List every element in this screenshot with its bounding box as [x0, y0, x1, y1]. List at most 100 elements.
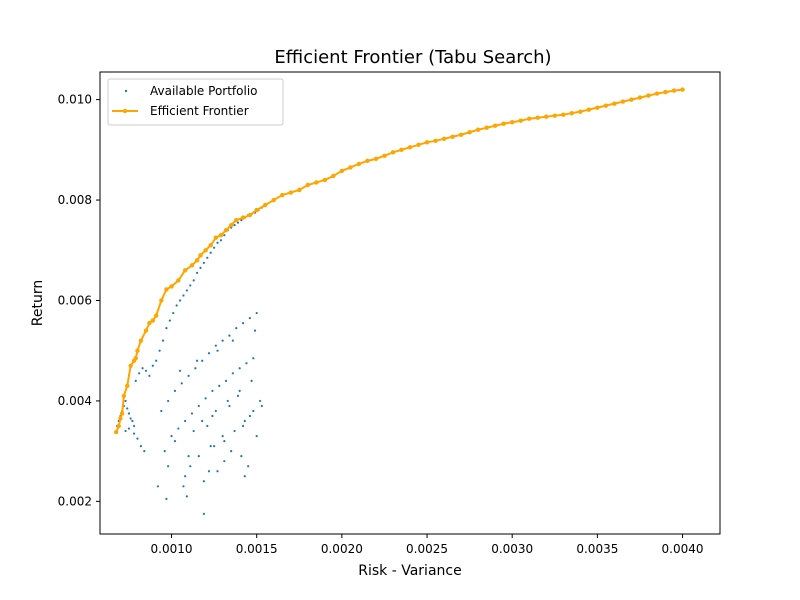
y-tick-label: 0.004 — [58, 394, 92, 408]
available-portfolio-point — [226, 399, 229, 403]
legend-label-available: Available Portfolio — [150, 84, 258, 98]
available-portfolio-point — [233, 224, 236, 227]
available-portfolio-point — [124, 399, 127, 403]
efficient-frontier-point — [297, 187, 302, 193]
efficient-frontier-point — [382, 153, 387, 159]
efficient-frontier-point — [138, 338, 144, 343]
x-axis-label: Risk - Variance — [358, 563, 461, 579]
efficient-frontier-point — [176, 278, 181, 283]
available-portfolio-point — [223, 234, 226, 237]
available-portfolio-point — [228, 334, 231, 337]
available-portfolio-point — [175, 304, 178, 307]
available-portfolio-point — [151, 364, 154, 367]
efficient-frontier-point — [458, 132, 464, 137]
efficient-frontier-point — [510, 120, 515, 125]
available-portfolio-point — [243, 419, 246, 423]
efficient-frontier-point — [164, 287, 169, 292]
available-portfolio-point — [189, 284, 192, 287]
available-portfolio-point — [131, 419, 134, 423]
efficient-frontier-point — [373, 156, 379, 162]
efficient-frontier-point — [654, 91, 660, 96]
available-portfolio-point — [197, 455, 200, 458]
efficient-frontier-point — [433, 138, 438, 143]
available-portfolio-point — [218, 384, 221, 387]
efficient-frontier-point — [612, 101, 617, 106]
efficient-frontier-point — [223, 227, 229, 233]
available-portfolio-point — [221, 339, 224, 342]
efficient-frontier-point — [194, 258, 200, 263]
legend-label-frontier: Efficient Frontier — [150, 104, 249, 118]
efficient-frontier-point — [663, 89, 668, 95]
efficient-frontier-point — [133, 356, 138, 361]
efficient-frontier-point — [331, 173, 336, 179]
available-portfolio-point — [202, 480, 205, 483]
available-portfolio-point — [143, 450, 146, 453]
available-portfolio-point — [184, 475, 187, 478]
available-portfolio-point — [240, 455, 243, 458]
efficient-frontier-point — [189, 263, 195, 268]
efficient-frontier-point — [365, 158, 370, 164]
available-portfolio-point — [236, 394, 240, 397]
x-tick-label: 0.0015 — [236, 542, 278, 556]
x-tick-label: 0.0025 — [406, 542, 448, 556]
available-portfolio-point — [252, 409, 255, 413]
available-portfolio-point — [194, 367, 197, 370]
efficient-frontier-point — [228, 222, 234, 228]
y-tick-label: 0.010 — [58, 93, 92, 107]
available-portfolio-point — [126, 407, 129, 410]
efficient-frontier-point — [475, 127, 481, 132]
efficient-frontier-point — [637, 95, 643, 100]
available-portfolio-point — [182, 485, 185, 488]
available-portfolio-point — [228, 404, 231, 408]
available-portfolio-point — [144, 369, 148, 372]
available-portfolio-point — [161, 339, 165, 342]
available-portfolio-point — [170, 434, 173, 438]
efficient-frontier-point — [467, 130, 472, 135]
available-portfolio-point — [216, 470, 219, 473]
available-portfolio-point — [168, 319, 171, 322]
y-tick-label: 0.002 — [58, 494, 92, 508]
available-portfolio-point — [223, 440, 226, 443]
y-axis-label: Return — [30, 280, 46, 326]
efficient-frontier-point — [263, 202, 268, 208]
available-portfolio-point — [156, 485, 160, 488]
axes: 0.0010 0.0015 0.0020 0.0025 0.0030 0.0035 0.00… — [58, 71, 721, 556]
available-portfolio-point — [255, 434, 258, 438]
efficient-frontier-point — [150, 318, 155, 323]
available-portfolio-point — [204, 397, 207, 400]
efficient-frontier-point — [247, 212, 253, 218]
efficient-frontier-point — [620, 99, 626, 104]
available-portfolio-point — [138, 372, 141, 375]
available-portfolio-point — [250, 379, 253, 382]
efficient-frontier-point — [356, 161, 362, 167]
available-portfolio-point — [240, 219, 243, 222]
available-portfolio-point — [184, 419, 187, 423]
legend-marker-frontier — [122, 108, 128, 114]
available-portfolio-point — [233, 429, 236, 433]
efficient-frontier-point — [399, 147, 404, 153]
available-portfolio-point — [195, 271, 199, 274]
efficient-frontier-point — [288, 190, 293, 195]
available-portfolio-point — [211, 414, 214, 418]
efficient-frontier-point — [348, 165, 353, 170]
efficient-frontier-point — [218, 233, 224, 238]
available-portfolio-point — [211, 389, 214, 392]
efficient-frontier-point — [390, 150, 396, 155]
y-tick-label: 0.006 — [58, 293, 92, 307]
available-portfolio-point — [219, 239, 223, 242]
efficient-frontier-point — [535, 115, 540, 120]
efficient-frontier-point — [322, 177, 328, 183]
available-portfolio-point — [187, 374, 190, 377]
plot-area — [113, 87, 685, 516]
efficient-frontier-point — [441, 136, 447, 141]
available-portfolio-point — [197, 404, 200, 408]
efficient-frontier-point — [680, 87, 685, 92]
available-portfolio-point — [192, 429, 195, 433]
efficient-frontier-point — [501, 121, 506, 126]
available-portfolio-point — [213, 246, 216, 249]
efficient-frontier-point — [198, 253, 203, 258]
available-portfolio-point — [180, 382, 183, 385]
available-portfolio-point — [248, 316, 251, 320]
efficient-frontier-point — [119, 411, 125, 416]
